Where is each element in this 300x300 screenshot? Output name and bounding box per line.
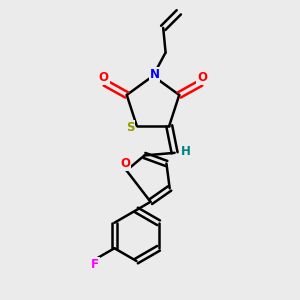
Text: O: O	[120, 158, 130, 170]
Text: O: O	[99, 71, 109, 84]
Text: O: O	[197, 71, 207, 84]
Text: S: S	[126, 121, 134, 134]
Text: H: H	[181, 145, 191, 158]
Text: N: N	[149, 68, 160, 81]
Text: F: F	[91, 258, 99, 271]
